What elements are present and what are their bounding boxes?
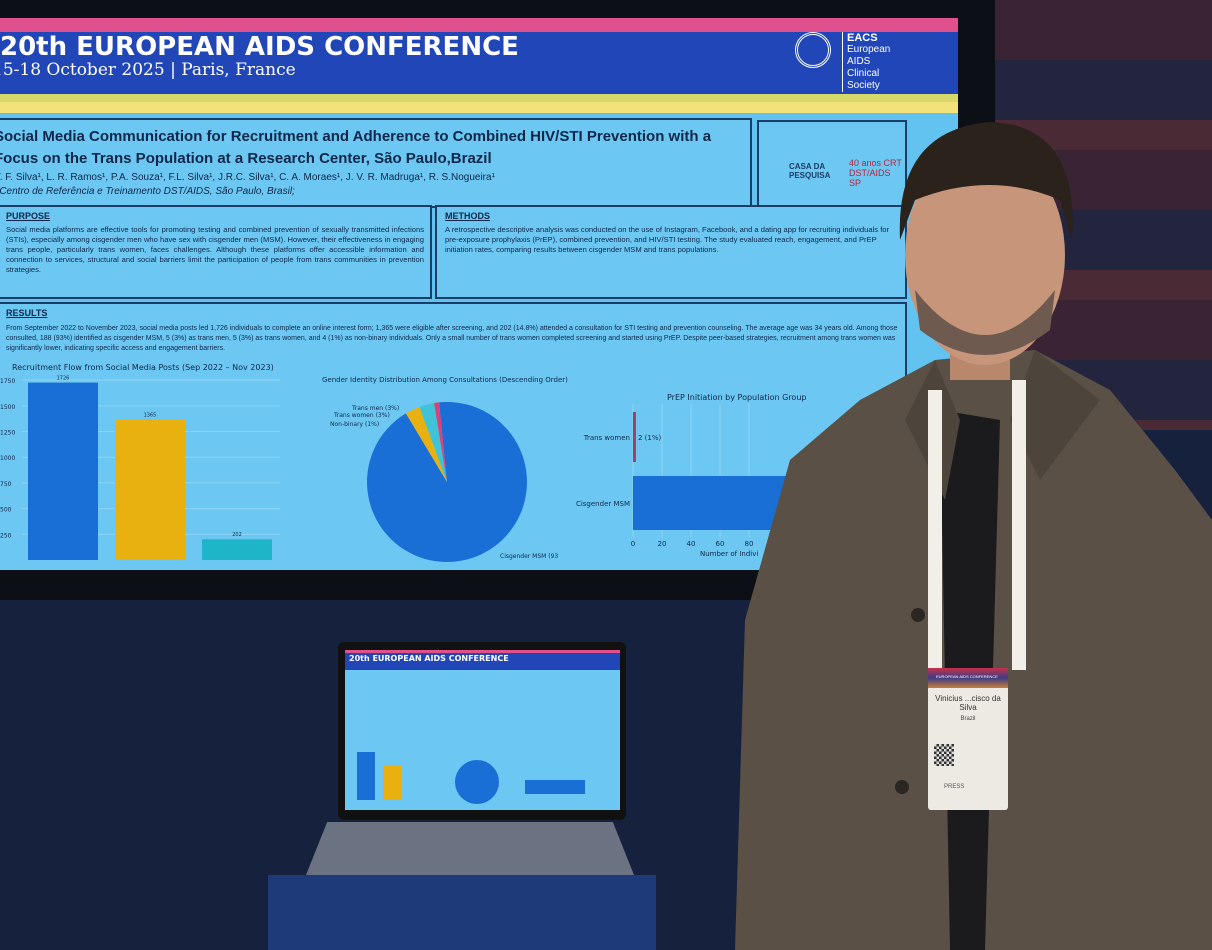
results-text: From September 2022 to November 2023, so… (6, 325, 898, 352)
hbar (633, 476, 793, 530)
x-tick-label: 80 (745, 540, 754, 548)
paper-title: Social Media Communication for Recruitme… (0, 128, 712, 167)
bar-data-label: 1365 (144, 413, 157, 419)
coat-button (911, 608, 925, 622)
lanyard-right (1012, 380, 1026, 670)
conference-date: 15-18 October 2025 | Paris, France (0, 60, 296, 80)
hbar-data-label: 2 (1%) (638, 434, 662, 442)
y-tick-label: 1750 (0, 378, 15, 385)
category-label: Trans women (583, 434, 630, 442)
x-tick-label: 40 (687, 540, 696, 548)
bar-chart-title: Recruitment Flow from Social Media Posts… (12, 363, 274, 372)
badge-role: PRESS (944, 784, 965, 790)
y-tick-label: 250 (0, 532, 12, 539)
hair (899, 122, 1073, 240)
badge-country: Brazil (960, 716, 976, 722)
y-tick-label: 1250 (0, 430, 15, 437)
results-charts: Recruitment Flow from Social Media Posts… (0, 363, 806, 562)
poster-header: 20th EUROPEAN AIDS CONFERENCE 15-18 Octo… (0, 18, 958, 113)
display-screen: 20th EUROPEAN AIDS CONFERENCE 15-18 Octo… (0, 0, 995, 600)
beard (915, 290, 1055, 355)
face (905, 145, 1065, 365)
methods-section: METHODS A retrospective descriptive anal… (435, 205, 907, 299)
results-section: RESULTS From September 2022 to November … (0, 302, 907, 570)
methods-heading: METHODS (445, 211, 490, 221)
crt-40-anos-logo: 40 anos CRT DST/AIDS SP (849, 158, 902, 188)
pie-slice-label: Trans men (3%) (351, 405, 399, 412)
pie-slice (434, 402, 447, 482)
conference-title: 20th EUROPEAN AIDS CONFERENCE (0, 32, 519, 62)
y-tick-label: 1500 (0, 404, 15, 411)
collar-right (1010, 350, 1100, 480)
x-tick-label: 20 (658, 540, 667, 548)
bar (28, 382, 98, 560)
x-tick-label: 0 (631, 540, 635, 548)
pie-slice (419, 403, 447, 482)
x-tick-label: 60 (716, 540, 725, 548)
laptop-poster-thumbnail: 20th EUROPEAN AIDS CONFERENCE (345, 650, 620, 810)
society-name: European AIDS Clinical Society (847, 44, 891, 91)
eacs-logo-text: EACS European AIDS Clinical Society (842, 32, 895, 92)
purpose-heading: PURPOSE (6, 211, 51, 221)
category-label: Cisgender MSM (576, 500, 630, 508)
pie-chart-title: Gender Identity Distribution Among Consu… (322, 376, 568, 384)
authors: V. F. Silva¹, L. R. Ramos¹, P.A. Souza¹,… (0, 172, 495, 183)
x-axis-label: Number of Indivi (700, 550, 758, 558)
bar-data-label: 1726 (57, 376, 70, 382)
affiliation: ¹Centro de Referência e Treinamento DST/… (0, 186, 295, 197)
bar (202, 539, 272, 560)
y-tick-label: 1000 (0, 455, 15, 462)
pie-slice-label: Cisgender MSM (93 (500, 553, 558, 560)
pie-slice (405, 406, 447, 482)
partner-logos: CASA DA PESQUISA 40 anos CRT DST/AIDS SP (757, 120, 907, 208)
pie-slice-label: Non-binary (1%) (330, 421, 379, 428)
name-badge: EUROPEAN AIDS CONFERENCE Vinicius ...cis… (928, 668, 1008, 810)
purpose-text: Social media platforms are effective too… (6, 225, 424, 274)
eacs-logo-icon (795, 32, 831, 68)
y-tick-label: 500 (0, 507, 12, 514)
methods-text: A retrospective descriptive analysis was… (445, 225, 890, 254)
casa-da-pesquisa-logo: CASA DA PESQUISA (789, 162, 831, 180)
pie-slice-label: Trans women (3%) (333, 412, 390, 419)
table (268, 875, 656, 950)
coat-button (895, 780, 909, 794)
bar-data-label: 202 (232, 532, 242, 538)
bar (115, 419, 185, 560)
poster: 20th EUROPEAN AIDS CONFERENCE 15-18 Octo… (0, 18, 958, 570)
badge-name: Vinicius ...cisco da Silva (935, 694, 1001, 712)
title-box: Social Media Communication for Recruitme… (0, 118, 752, 208)
badge-header: EUROPEAN AIDS CONFERENCE (928, 668, 1008, 688)
hbar (633, 412, 636, 462)
badge-header-text: EUROPEAN AIDS CONFERENCE (936, 674, 998, 679)
purpose-section: PURPOSE Social media platforms are effec… (0, 205, 432, 299)
society-abbr: EACS (847, 32, 878, 44)
laptop-conference-title: 20th EUROPEAN AIDS CONFERENCE (349, 654, 509, 663)
y-tick-label: 750 (0, 481, 12, 488)
qr-code-icon (934, 744, 954, 766)
results-heading: RESULTS (6, 308, 48, 318)
lanyard (928, 390, 942, 670)
prep-chart-title: PrEP Initiation by Population Group (667, 393, 806, 402)
